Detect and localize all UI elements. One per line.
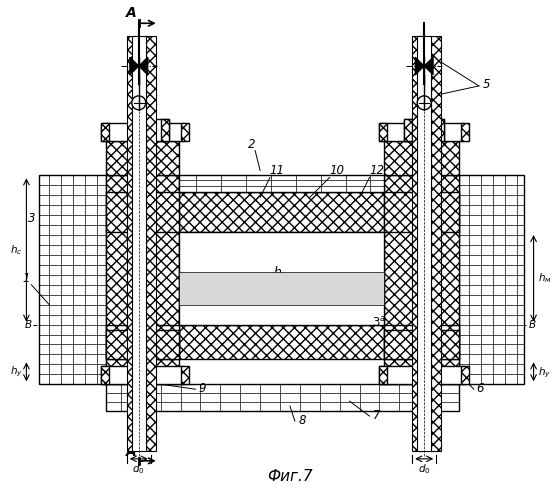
Bar	[178, 232, 385, 324]
Bar	[461, 122, 469, 140]
Text: 10: 10	[329, 164, 344, 177]
Bar	[461, 366, 469, 384]
Bar	[431, 36, 441, 451]
Text: 3: 3	[27, 212, 35, 225]
Bar	[178, 176, 385, 192]
Bar	[106, 384, 459, 411]
Bar	[101, 122, 109, 140]
Text: 6: 6	[476, 382, 484, 395]
Text: A: A	[125, 445, 136, 459]
Text: 8: 8	[298, 414, 306, 427]
Bar	[417, 36, 431, 451]
Text: $h_y$: $h_y$	[538, 365, 551, 380]
Bar	[380, 366, 464, 384]
Bar	[181, 122, 188, 140]
Text: $3^a$: $3^a$	[372, 316, 386, 330]
Polygon shape	[130, 57, 148, 75]
Bar	[385, 176, 459, 384]
Bar	[146, 36, 156, 451]
Bar	[380, 122, 464, 140]
Bar	[106, 176, 178, 384]
Bar	[178, 324, 385, 360]
Bar	[101, 366, 109, 384]
Text: $h_м$: $h_м$	[273, 266, 290, 281]
Text: A: A	[125, 6, 136, 20]
Bar	[127, 36, 137, 451]
Text: 2: 2	[248, 138, 256, 150]
Bar	[178, 192, 385, 232]
Text: Фиг.7: Фиг.7	[267, 468, 312, 483]
Polygon shape	[106, 140, 178, 175]
Polygon shape	[385, 140, 459, 175]
Text: 1: 1	[23, 272, 30, 285]
Text: B: B	[24, 320, 31, 330]
Bar	[178, 272, 385, 304]
Text: 7: 7	[373, 409, 380, 422]
Bar	[404, 118, 412, 141]
Polygon shape	[385, 330, 459, 360]
Bar	[101, 366, 183, 384]
Bar	[101, 122, 183, 140]
Bar	[39, 176, 106, 384]
Bar	[181, 366, 188, 384]
Circle shape	[417, 96, 431, 110]
Bar	[132, 36, 146, 451]
Bar	[380, 366, 387, 384]
Bar	[380, 122, 387, 140]
Polygon shape	[415, 57, 433, 75]
Bar	[160, 118, 169, 141]
Bar	[459, 176, 524, 384]
Text: B: B	[529, 320, 536, 330]
Bar	[106, 192, 178, 232]
Text: $d_0$: $d_0$	[132, 462, 145, 475]
Bar	[436, 118, 444, 141]
Text: $h_y$: $h_y$	[10, 364, 23, 379]
Circle shape	[132, 96, 146, 110]
Bar	[385, 324, 459, 360]
Bar	[129, 118, 137, 141]
Bar	[129, 118, 169, 141]
Text: 11: 11	[269, 164, 285, 177]
Bar	[385, 192, 459, 232]
Bar	[412, 36, 422, 451]
Polygon shape	[106, 330, 178, 360]
Text: 5: 5	[483, 78, 491, 91]
Text: $h_c$: $h_c$	[10, 243, 23, 257]
Text: 9: 9	[198, 382, 206, 395]
Bar	[106, 324, 178, 360]
Text: $h_м$: $h_м$	[538, 272, 551, 285]
Text: 12: 12	[369, 164, 384, 177]
Bar	[404, 118, 444, 141]
Text: $d_0$: $d_0$	[418, 462, 430, 475]
